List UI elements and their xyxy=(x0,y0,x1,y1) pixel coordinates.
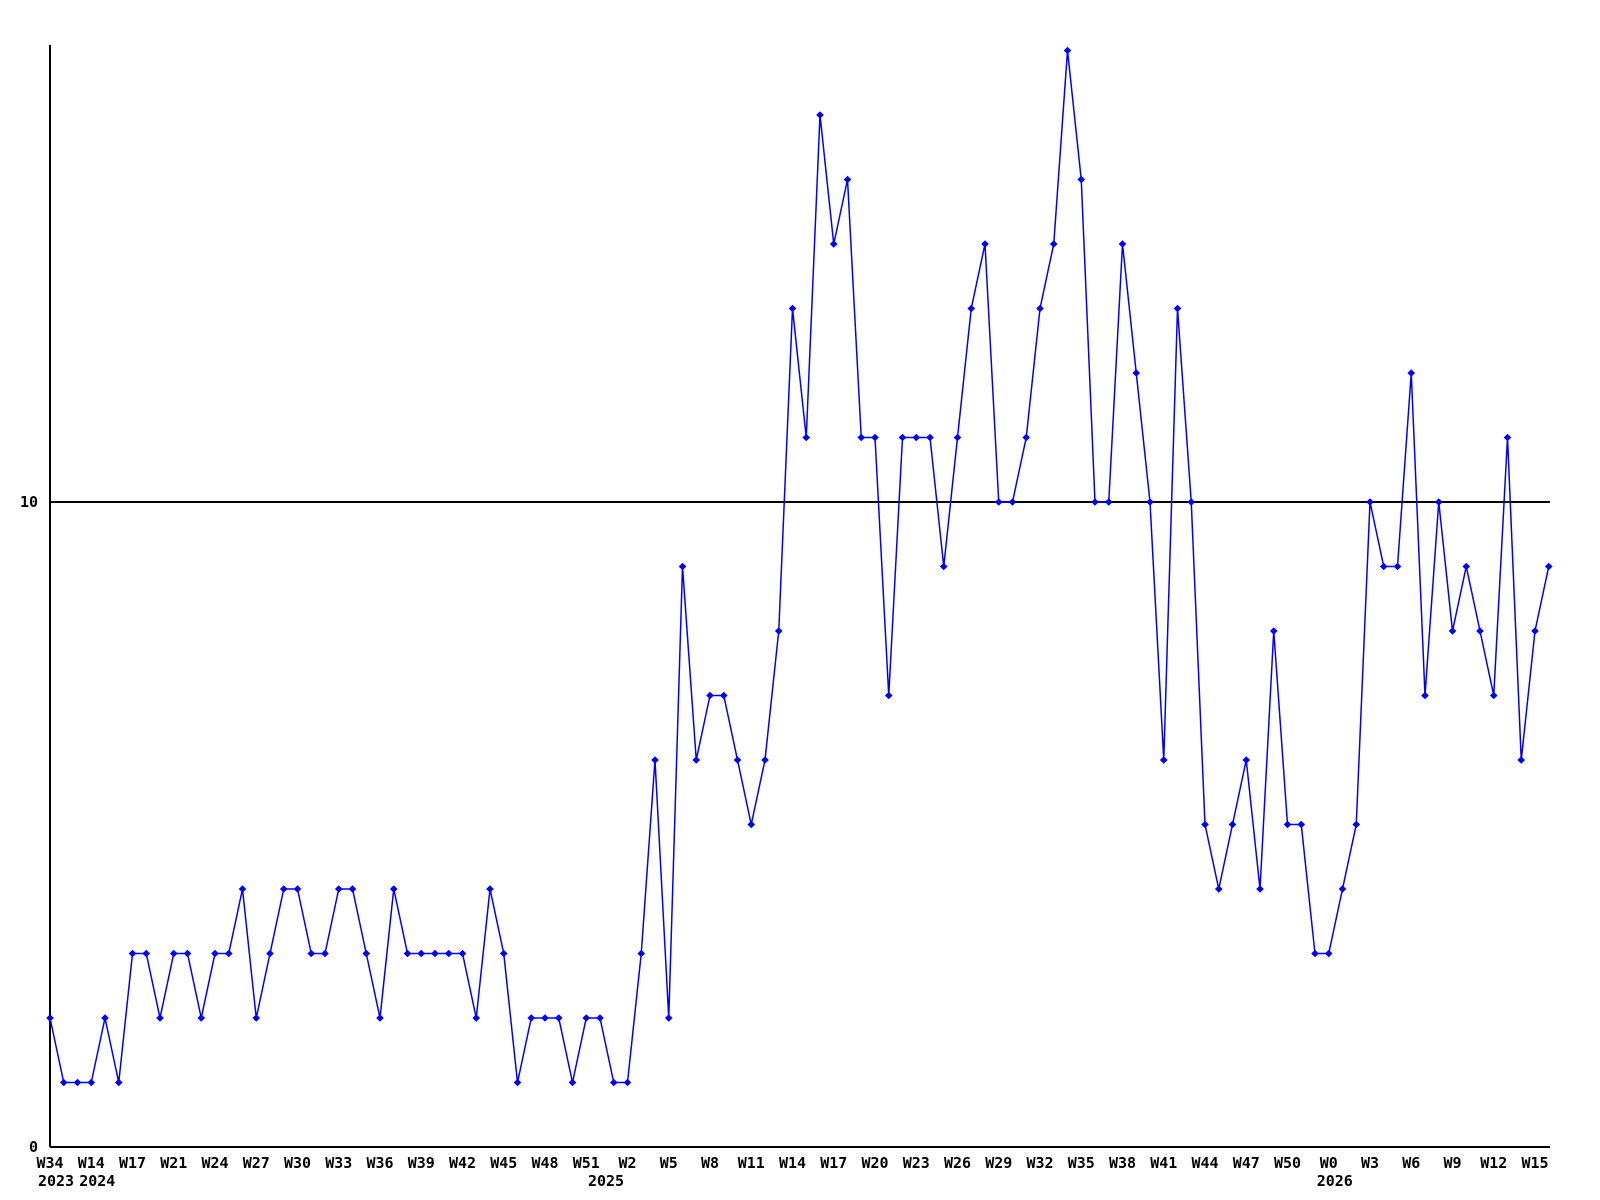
x-tick-label: W35 xyxy=(1068,1154,1095,1172)
x-tick-label: W42 xyxy=(449,1154,476,1172)
x-tick-label: W5 xyxy=(660,1154,678,1172)
x-tick-label: W3 xyxy=(1361,1154,1379,1172)
x-tick-label: W17 xyxy=(119,1154,146,1172)
y-tick-label: 0 xyxy=(29,1138,38,1156)
year-label: 2023 xyxy=(38,1172,74,1190)
x-tick-label: W47 xyxy=(1233,1154,1260,1172)
x-tick-label: W39 xyxy=(408,1154,435,1172)
x-tick-label: W12 xyxy=(1480,1154,1507,1172)
x-tick-label: W20 xyxy=(861,1154,888,1172)
data-point-markers xyxy=(46,46,1553,1087)
year-label: 2026 xyxy=(1317,1172,1353,1190)
year-label: 2024 xyxy=(79,1172,115,1190)
x-tick-label: W6 xyxy=(1402,1154,1420,1172)
x-tick-label: W29 xyxy=(985,1154,1012,1172)
x-tick-label: W2 xyxy=(618,1154,636,1172)
x-tick-label: W14 xyxy=(78,1154,105,1172)
x-tick-label: W26 xyxy=(944,1154,971,1172)
x-tick-label: W50 xyxy=(1274,1154,1301,1172)
x-tick-label: W9 xyxy=(1443,1154,1461,1172)
x-tick-label: W8 xyxy=(701,1154,719,1172)
x-tick-label: W17 xyxy=(820,1154,847,1172)
x-tick-label: W0 xyxy=(1320,1154,1338,1172)
x-tick-label: W33 xyxy=(325,1154,352,1172)
x-tick-label: W11 xyxy=(738,1154,765,1172)
x-tick-label: W38 xyxy=(1109,1154,1136,1172)
year-label: 2025 xyxy=(588,1172,624,1190)
x-tick-label: W48 xyxy=(531,1154,558,1172)
x-tick-label: W24 xyxy=(201,1154,228,1172)
x-tick-label: W30 xyxy=(284,1154,311,1172)
x-tick-label: W36 xyxy=(366,1154,393,1172)
x-tick-label: W15 xyxy=(1521,1154,1548,1172)
y-tick-label: 10 xyxy=(20,493,38,511)
x-tick-label: W41 xyxy=(1150,1154,1177,1172)
x-tick-label: W14 xyxy=(779,1154,806,1172)
x-tick-label: W21 xyxy=(160,1154,187,1172)
x-tick-label: W27 xyxy=(243,1154,270,1172)
x-tick-label: W45 xyxy=(490,1154,517,1172)
data-line xyxy=(49,50,1550,1084)
x-tick-label: W51 xyxy=(573,1154,600,1172)
x-tick-label: W23 xyxy=(903,1154,930,1172)
x-tick-label: W32 xyxy=(1026,1154,1053,1172)
x-tick-label: W34 xyxy=(36,1154,63,1172)
x-tick-label: W44 xyxy=(1191,1154,1218,1172)
